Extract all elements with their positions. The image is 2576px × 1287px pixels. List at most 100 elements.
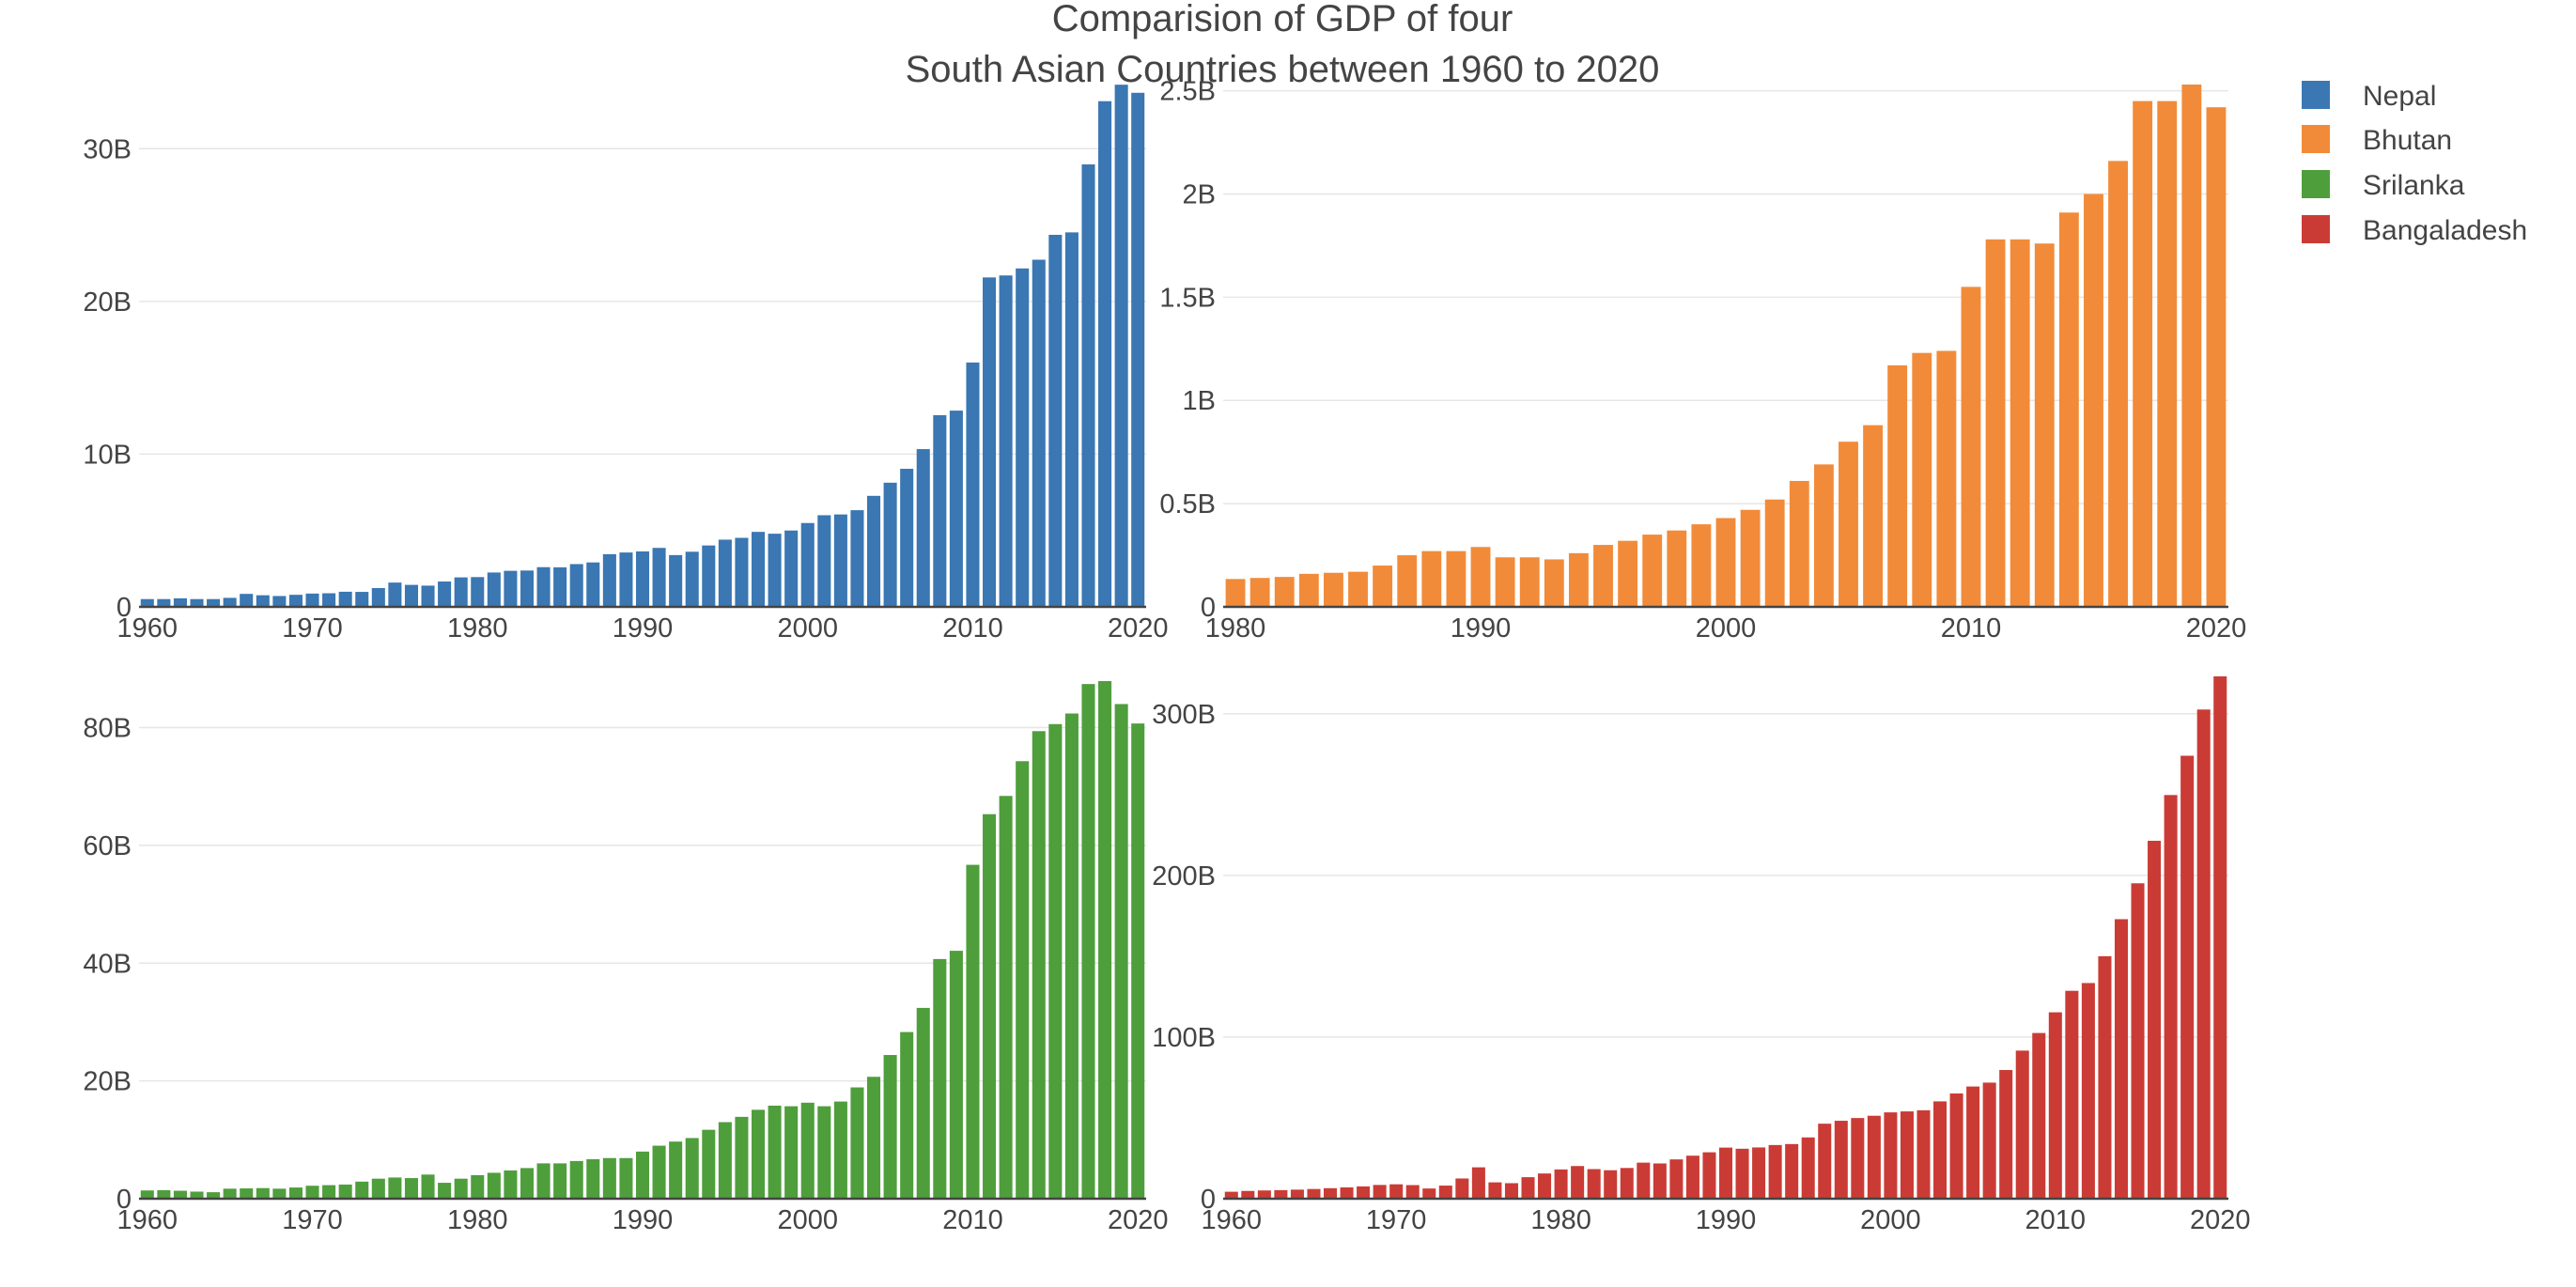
bar-bhutan-2012[interactable] (2010, 239, 2030, 607)
bar-srilanka-1964[interactable] (207, 1192, 221, 1199)
bar-bhutan-2013[interactable] (2034, 243, 2055, 607)
bar-bangaladesh-1973[interactable] (1438, 1186, 1452, 1199)
bar-srilanka-1971[interactable] (322, 1185, 336, 1199)
bar-bangaladesh-1966[interactable] (1324, 1187, 1338, 1199)
bar-nepal-2014[interactable] (1032, 259, 1046, 607)
bar-bhutan-1993[interactable] (1544, 559, 1564, 607)
bar-nepal-1972[interactable] (338, 591, 352, 607)
bar-bangaladesh-1992[interactable] (1752, 1147, 1766, 1199)
bar-bangaladesh-1961[interactable] (1241, 1190, 1255, 1199)
bar-bhutan-2014[interactable] (2058, 212, 2079, 607)
bar-srilanka-2014[interactable] (1032, 731, 1046, 1199)
bar-bhutan-2007[interactable] (1887, 364, 1908, 607)
bar-nepal-2019[interactable] (1114, 85, 1128, 607)
bar-nepal-2002[interactable] (833, 514, 847, 607)
bar-srilanka-1998[interactable] (768, 1105, 782, 1199)
bar-srilanka-2008[interactable] (933, 958, 947, 1199)
bar-srilanka-1960[interactable] (140, 1190, 154, 1199)
bar-nepal-1982[interactable] (504, 570, 518, 607)
bar-srilanka-1994[interactable] (702, 1129, 716, 1199)
bar-srilanka-1996[interactable] (735, 1116, 749, 1199)
bar-nepal-1993[interactable] (685, 551, 699, 607)
bar-bhutan-2003[interactable] (1789, 480, 1809, 607)
bar-bangaladesh-1971[interactable] (1405, 1185, 1420, 1199)
bar-bangaladesh-2010[interactable] (2048, 1012, 2062, 1199)
bar-srilanka-1993[interactable] (685, 1138, 699, 1199)
bar-nepal-1983[interactable] (520, 570, 535, 607)
bar-nepal-2005[interactable] (883, 482, 897, 607)
bar-srilanka-1984[interactable] (536, 1163, 551, 1199)
bar-nepal-1992[interactable] (669, 554, 683, 607)
bar-bangaladesh-1982[interactable] (1587, 1169, 1601, 1199)
bar-bangaladesh-1997[interactable] (1834, 1121, 1848, 1199)
bar-bangaladesh-1995[interactable] (1801, 1137, 1815, 1199)
bar-nepal-2006[interactable] (900, 469, 914, 607)
bar-nepal-2010[interactable] (966, 362, 980, 607)
bar-srilanka-2000[interactable] (800, 1102, 815, 1199)
bar-bhutan-1994[interactable] (1568, 552, 1589, 607)
bar-srilanka-2015[interactable] (1048, 723, 1063, 1199)
bar-bhutan-2009[interactable] (1936, 350, 1957, 607)
bar-nepal-2004[interactable] (867, 495, 881, 607)
bar-bhutan-2000[interactable] (1715, 518, 1736, 607)
legend-item-bhutan[interactable]: Bhutan (2302, 125, 2452, 156)
bar-bangaladesh-2001[interactable] (1900, 1111, 1914, 1199)
bar-nepal-2007[interactable] (916, 449, 930, 607)
bar-nepal-1988[interactable] (602, 553, 616, 607)
bar-nepal-1969[interactable] (288, 595, 303, 607)
bar-bangaladesh-1967[interactable] (1340, 1186, 1354, 1199)
bar-nepal-2001[interactable] (817, 515, 831, 607)
bar-bhutan-1992[interactable] (1519, 557, 1540, 607)
bar-nepal-2015[interactable] (1048, 234, 1063, 607)
bar-nepal-1966[interactable] (240, 594, 254, 607)
bar-bangaladesh-1989[interactable] (1702, 1152, 1716, 1199)
bar-srilanka-2004[interactable] (867, 1077, 881, 1199)
bar-bangaladesh-2015[interactable] (2131, 883, 2145, 1199)
bar-srilanka-2011[interactable] (983, 814, 997, 1199)
bar-nepal-1974[interactable] (371, 588, 385, 607)
bar-bhutan-2016[interactable] (2108, 161, 2128, 607)
bar-bangaladesh-1984[interactable] (1620, 1168, 1634, 1199)
bar-bhutan-2011[interactable] (1985, 239, 2006, 607)
bar-bangaladesh-2019[interactable] (2196, 709, 2211, 1199)
bar-bangaladesh-1976[interactable] (1488, 1182, 1502, 1199)
bar-srilanka-2005[interactable] (883, 1055, 897, 1199)
bar-srilanka-1988[interactable] (602, 1157, 616, 1199)
bar-bangaladesh-1965[interactable] (1307, 1188, 1321, 1199)
bar-srilanka-2019[interactable] (1114, 704, 1128, 1199)
bar-nepal-2009[interactable] (949, 411, 963, 607)
bar-srilanka-1986[interactable] (569, 1160, 583, 1199)
bar-nepal-1986[interactable] (569, 564, 583, 607)
bar-nepal-1979[interactable] (454, 577, 468, 607)
bar-bangaladesh-1975[interactable] (1471, 1167, 1485, 1199)
bar-nepal-2000[interactable] (800, 522, 815, 607)
bar-bangaladesh-1985[interactable] (1637, 1162, 1651, 1199)
bar-srilanka-1977[interactable] (421, 1174, 435, 1199)
bar-srilanka-2006[interactable] (900, 1031, 914, 1199)
bar-srilanka-1962[interactable] (173, 1190, 187, 1199)
bar-nepal-1977[interactable] (421, 585, 435, 607)
bar-bangaladesh-2008[interactable] (2015, 1050, 2029, 1199)
bar-srilanka-1972[interactable] (338, 1184, 352, 1199)
bar-bangaladesh-2020[interactable] (2213, 676, 2227, 1199)
bar-srilanka-2013[interactable] (1016, 761, 1030, 1199)
bar-srilanka-1981[interactable] (487, 1172, 501, 1199)
bar-bhutan-2004[interactable] (1813, 464, 1834, 607)
bar-bhutan-2010[interactable] (1961, 287, 1981, 607)
bar-srilanka-2003[interactable] (850, 1087, 864, 1199)
bar-nepal-2020[interactable] (1131, 92, 1145, 608)
bar-bhutan-1983[interactable] (1298, 573, 1319, 607)
bar-bangaladesh-1996[interactable] (1818, 1124, 1832, 1199)
bar-bangaladesh-1991[interactable] (1735, 1148, 1749, 1199)
bar-bangaladesh-2000[interactable] (1884, 1112, 1898, 1199)
legend-item-srilanka[interactable]: Srilanka (2302, 170, 2465, 201)
bar-bangaladesh-1999[interactable] (1867, 1115, 1881, 1199)
bar-nepal-1971[interactable] (322, 593, 336, 607)
bar-bangaladesh-1988[interactable] (1685, 1155, 1699, 1199)
bar-bhutan-2019[interactable] (2181, 85, 2202, 607)
bar-srilanka-1987[interactable] (586, 1159, 600, 1199)
bar-nepal-2011[interactable] (983, 277, 997, 607)
bar-nepal-1967[interactable] (256, 595, 270, 607)
bar-srilanka-1967[interactable] (256, 1187, 270, 1199)
bar-bhutan-1989[interactable] (1446, 550, 1466, 607)
